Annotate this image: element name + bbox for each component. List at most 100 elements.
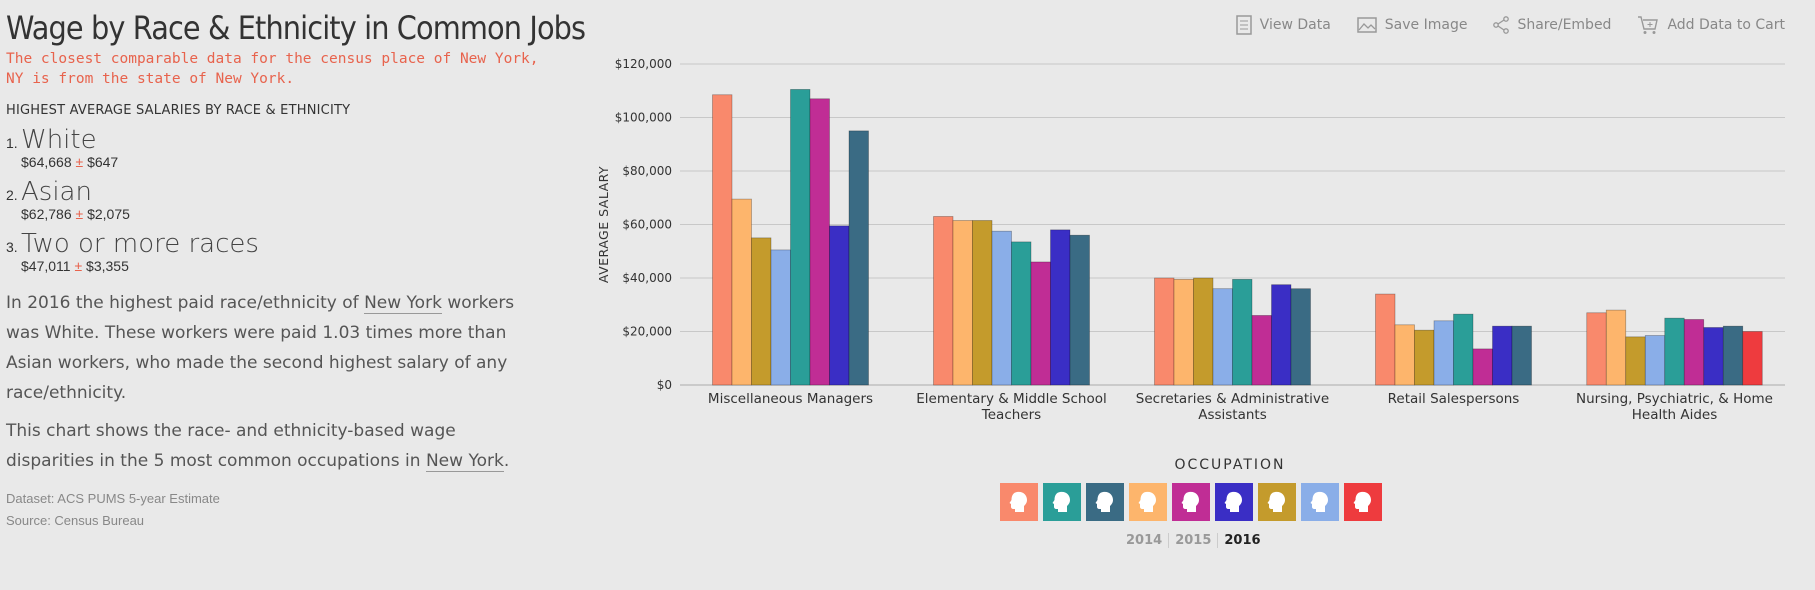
bar bbox=[1069, 234, 1090, 386]
bar bbox=[1290, 288, 1311, 386]
description-text: This chart shows the race- and ethnicity… bbox=[6, 421, 456, 471]
person-head-icon bbox=[1009, 491, 1027, 512]
share-embed-button[interactable]: Share/Embed bbox=[1493, 15, 1611, 35]
x-tick-label: Nursing, Psychiatric, & Home bbox=[1576, 391, 1773, 407]
view-data-button[interactable]: View Data bbox=[1235, 15, 1331, 35]
x-tick-label: Secretaries & Administrative bbox=[1136, 391, 1329, 407]
bar bbox=[1394, 324, 1415, 386]
bar bbox=[770, 249, 791, 386]
description-text: . bbox=[503, 451, 510, 471]
image-icon bbox=[1357, 17, 1377, 33]
bar bbox=[1625, 336, 1646, 386]
legend-swatch[interactable] bbox=[1000, 483, 1038, 521]
geo-notice: The closest comparable data for the cens… bbox=[6, 51, 539, 87]
rank-value: $64,668 ± $647 bbox=[21, 154, 119, 170]
rank-number: 2. bbox=[6, 187, 18, 203]
rank-name: White bbox=[21, 125, 97, 155]
legend-swatch[interactable] bbox=[1086, 483, 1124, 521]
dataset-label[interactable]: Dataset: ACS PUMS 5-year Estimate bbox=[6, 491, 220, 506]
rank-name: Two or more races bbox=[21, 229, 259, 259]
legend-swatch[interactable] bbox=[1129, 483, 1167, 521]
bar bbox=[1030, 261, 1051, 386]
save-image-label: Save Image bbox=[1384, 17, 1468, 33]
rank-item: 2. Asian $62,786 ± $2,075 bbox=[6, 178, 546, 222]
summary-panel: Wage by Race & Ethnicity in Common Jobs … bbox=[6, 8, 586, 532]
bar bbox=[751, 237, 772, 386]
geo-link[interactable]: New York bbox=[364, 293, 442, 314]
rank-value: $62,786 ± $2,075 bbox=[21, 206, 130, 222]
legend-swatch[interactable] bbox=[1301, 483, 1339, 521]
geo-link[interactable]: New York bbox=[425, 451, 504, 472]
bar bbox=[712, 94, 733, 386]
y-tick-label: $80,000 bbox=[622, 164, 672, 178]
legend-swatch[interactable] bbox=[1172, 483, 1210, 521]
year-option[interactable]: 2014 bbox=[1126, 533, 1163, 548]
rank-name: Asian bbox=[21, 177, 92, 207]
person-head-icon bbox=[1138, 491, 1156, 512]
person-head-icon bbox=[1310, 491, 1328, 512]
person-head-icon bbox=[1052, 491, 1070, 512]
add-to-cart-label: Add Data to Cart bbox=[1667, 17, 1785, 33]
bar bbox=[1742, 331, 1763, 386]
view-data-label: View Data bbox=[1259, 17, 1331, 33]
legend-swatch[interactable] bbox=[1043, 483, 1081, 521]
legend bbox=[1000, 483, 1382, 521]
bar bbox=[790, 89, 811, 386]
bar bbox=[1414, 329, 1435, 386]
legend-swatch[interactable] bbox=[1344, 483, 1382, 521]
summary-paragraph: In 2016 the highest paid race/ethnicity … bbox=[6, 288, 536, 408]
bar bbox=[829, 225, 850, 386]
bar bbox=[933, 216, 954, 386]
bar bbox=[1664, 317, 1685, 386]
bar bbox=[1492, 325, 1513, 386]
rank-number: 1. bbox=[6, 135, 18, 151]
summary-text: workers was White. These workers were pa… bbox=[6, 293, 515, 403]
rank-row: 1. White bbox=[6, 126, 546, 154]
bar bbox=[1375, 293, 1396, 386]
bar bbox=[848, 130, 869, 386]
person-head-icon bbox=[1095, 491, 1113, 512]
legend-swatch[interactable] bbox=[1258, 483, 1296, 521]
year-option[interactable]: 2016 bbox=[1217, 533, 1266, 548]
year-option[interactable]: 2015 bbox=[1168, 533, 1217, 548]
bar bbox=[1472, 348, 1493, 386]
page-title: Wage by Race & Ethnicity in Common Jobs bbox=[6, 9, 586, 47]
legend-swatch[interactable] bbox=[1215, 483, 1253, 521]
toolbar: View Data Save Image Share/Embed Add Dat… bbox=[1235, 15, 1785, 35]
source-label[interactable]: Source: Census Bureau bbox=[6, 513, 145, 528]
x-tick-label: Miscellaneous Managers bbox=[708, 391, 873, 407]
person-head-icon bbox=[1181, 491, 1199, 512]
salary-bar-chart: $0 $20,000 $40,000 $60,000 $80,000 $100,000 $1… bbox=[596, 57, 1785, 423]
bar bbox=[1644, 335, 1666, 386]
cart-icon bbox=[1638, 16, 1659, 34]
bar bbox=[972, 220, 993, 386]
bar bbox=[1251, 315, 1272, 386]
bar bbox=[1433, 320, 1454, 386]
document-icon bbox=[1235, 15, 1252, 35]
x-tick-label: Elementary & Middle School bbox=[916, 391, 1107, 407]
bar bbox=[1232, 278, 1253, 386]
x-tick-label: Teachers bbox=[981, 407, 1041, 423]
section-heading: HIGHEST AVERAGE SALARIES BY RACE & ETHNI… bbox=[6, 103, 351, 118]
bar bbox=[1154, 277, 1175, 386]
y-tick-label: $20,000 bbox=[622, 325, 672, 339]
bar bbox=[1683, 319, 1705, 386]
rank-list: 1. White $64,668 ± $647 2. Asian $62,786… bbox=[6, 126, 546, 274]
add-to-cart-button[interactable]: Add Data to Cart bbox=[1637, 15, 1785, 35]
bar bbox=[809, 98, 830, 386]
y-tick-label: $40,000 bbox=[622, 271, 672, 285]
share-icon bbox=[1493, 16, 1510, 34]
bar bbox=[731, 198, 752, 386]
y-tick-label: $0 bbox=[657, 378, 672, 392]
save-image-button[interactable]: Save Image bbox=[1357, 15, 1468, 35]
rank-row: 2. Asian bbox=[6, 178, 546, 206]
person-head-icon bbox=[1224, 491, 1242, 512]
year-selector: 2014 2015 2016 bbox=[1120, 533, 1267, 548]
bar bbox=[991, 230, 1012, 386]
x-tick-label: Assistants bbox=[1198, 407, 1267, 423]
bar bbox=[1271, 284, 1292, 386]
bar bbox=[1453, 313, 1474, 386]
person-head-icon bbox=[1267, 491, 1285, 512]
bar bbox=[1586, 312, 1607, 386]
bar bbox=[1511, 325, 1532, 386]
